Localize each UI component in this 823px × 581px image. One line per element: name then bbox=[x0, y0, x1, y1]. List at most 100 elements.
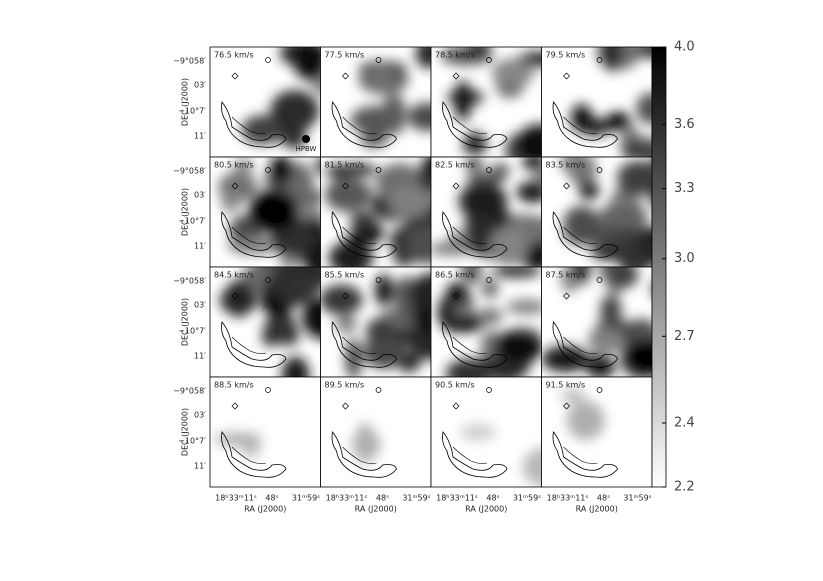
beam-label: HPBW bbox=[296, 145, 317, 153]
y-tick-label: 03′ bbox=[194, 81, 206, 90]
contour bbox=[552, 321, 618, 368]
marker-diamond bbox=[231, 182, 239, 190]
marker-diamond bbox=[342, 292, 349, 300]
blob bbox=[458, 182, 508, 221]
x-tick-label: 18ʰ33ᵐ11ˢ bbox=[547, 494, 589, 503]
blob bbox=[454, 80, 471, 122]
contour bbox=[452, 116, 488, 134]
contour bbox=[442, 431, 508, 478]
y-tick-label: −9°058′ bbox=[173, 277, 206, 286]
x-axis-label: RA (J2000) bbox=[244, 505, 286, 514]
emission bbox=[571, 47, 652, 157]
blob bbox=[622, 142, 652, 157]
x-tick-label: 31ᵐ59ˢ bbox=[402, 494, 430, 503]
colorbar-tick-label: 2.7 bbox=[674, 329, 695, 344]
contour bbox=[221, 101, 287, 148]
colorbar-tick-label: 3.3 bbox=[674, 181, 695, 196]
blob bbox=[320, 284, 363, 315]
y-axis-label: DEC (J2000) bbox=[181, 78, 190, 126]
colorbar-bar bbox=[651, 46, 667, 488]
y-tick-label: 11′ bbox=[194, 132, 206, 141]
panel bbox=[320, 267, 431, 377]
marker-diamond bbox=[452, 292, 460, 300]
blob bbox=[639, 236, 652, 264]
blob bbox=[493, 329, 542, 364]
blob bbox=[625, 339, 652, 375]
contour bbox=[331, 101, 397, 148]
panel bbox=[541, 157, 652, 267]
contour bbox=[442, 101, 508, 148]
contour bbox=[442, 211, 508, 258]
panel-label: 79.5 km/s bbox=[546, 51, 586, 60]
blob bbox=[406, 223, 431, 265]
x-tick-label: 18ʰ33ᵐ11ˢ bbox=[436, 494, 478, 503]
contour bbox=[342, 446, 377, 464]
marker-circle bbox=[596, 57, 603, 63]
emission bbox=[320, 272, 431, 377]
blob bbox=[572, 267, 591, 285]
blob bbox=[360, 130, 389, 148]
blob bbox=[415, 47, 431, 69]
blob bbox=[233, 158, 254, 174]
marker-circle bbox=[375, 167, 382, 173]
blob bbox=[516, 181, 542, 203]
blob bbox=[241, 115, 285, 145]
blob bbox=[491, 267, 542, 278]
contour bbox=[452, 226, 488, 244]
marker-circle bbox=[596, 167, 603, 173]
y-tick-label: 03′ bbox=[194, 301, 206, 310]
contour bbox=[563, 336, 598, 354]
blob bbox=[489, 226, 529, 266]
contour bbox=[221, 211, 287, 258]
contour bbox=[452, 336, 488, 354]
y-tick-label: −10°7′ bbox=[178, 437, 206, 446]
contour bbox=[552, 211, 618, 258]
blob bbox=[599, 295, 622, 324]
x-axis-label: RA (J2000) bbox=[576, 505, 618, 514]
blob bbox=[345, 338, 362, 377]
contour bbox=[563, 226, 598, 244]
marker-circle bbox=[486, 167, 492, 173]
x-axis-label: RA (J2000) bbox=[355, 505, 397, 514]
blob bbox=[602, 226, 644, 240]
blob bbox=[466, 47, 492, 56]
marker-circle bbox=[596, 387, 603, 393]
panel-bg bbox=[210, 377, 321, 487]
blob bbox=[563, 205, 600, 242]
x-tick-label: 48ˢ bbox=[486, 494, 499, 503]
marker-diamond bbox=[452, 182, 460, 190]
emission bbox=[436, 267, 542, 377]
emission bbox=[560, 389, 605, 440]
x-tick-label: 18ʰ33ᵐ11ˢ bbox=[326, 494, 368, 503]
blob bbox=[348, 228, 371, 245]
blob bbox=[636, 92, 652, 125]
marker-diamond bbox=[231, 292, 239, 300]
y-axis-label: DEC (J2000) bbox=[181, 298, 190, 346]
marker-diamond bbox=[563, 72, 570, 80]
contour bbox=[221, 321, 287, 368]
blob bbox=[338, 163, 378, 177]
blob bbox=[387, 185, 431, 219]
panel bbox=[431, 157, 542, 267]
panel bbox=[210, 377, 321, 487]
panel-label: 84.5 km/s bbox=[214, 271, 254, 280]
blob bbox=[363, 334, 407, 369]
blob bbox=[427, 157, 431, 172]
marker-circle bbox=[486, 277, 492, 283]
blob bbox=[578, 181, 600, 200]
blob bbox=[601, 47, 622, 72]
beam bbox=[302, 135, 310, 143]
contour bbox=[231, 336, 267, 354]
blob bbox=[587, 354, 604, 368]
marker-diamond bbox=[231, 402, 239, 410]
colorbar-tick-label: 4.0 bbox=[674, 40, 695, 55]
blob bbox=[282, 356, 310, 377]
marker-diamond bbox=[452, 72, 460, 80]
marker-circle bbox=[486, 387, 492, 393]
panel-label: 87.5 km/s bbox=[546, 271, 586, 280]
contour bbox=[331, 431, 397, 478]
panel-label: 88.5 km/s bbox=[214, 381, 254, 390]
contour bbox=[452, 446, 488, 464]
blob bbox=[213, 432, 263, 446]
